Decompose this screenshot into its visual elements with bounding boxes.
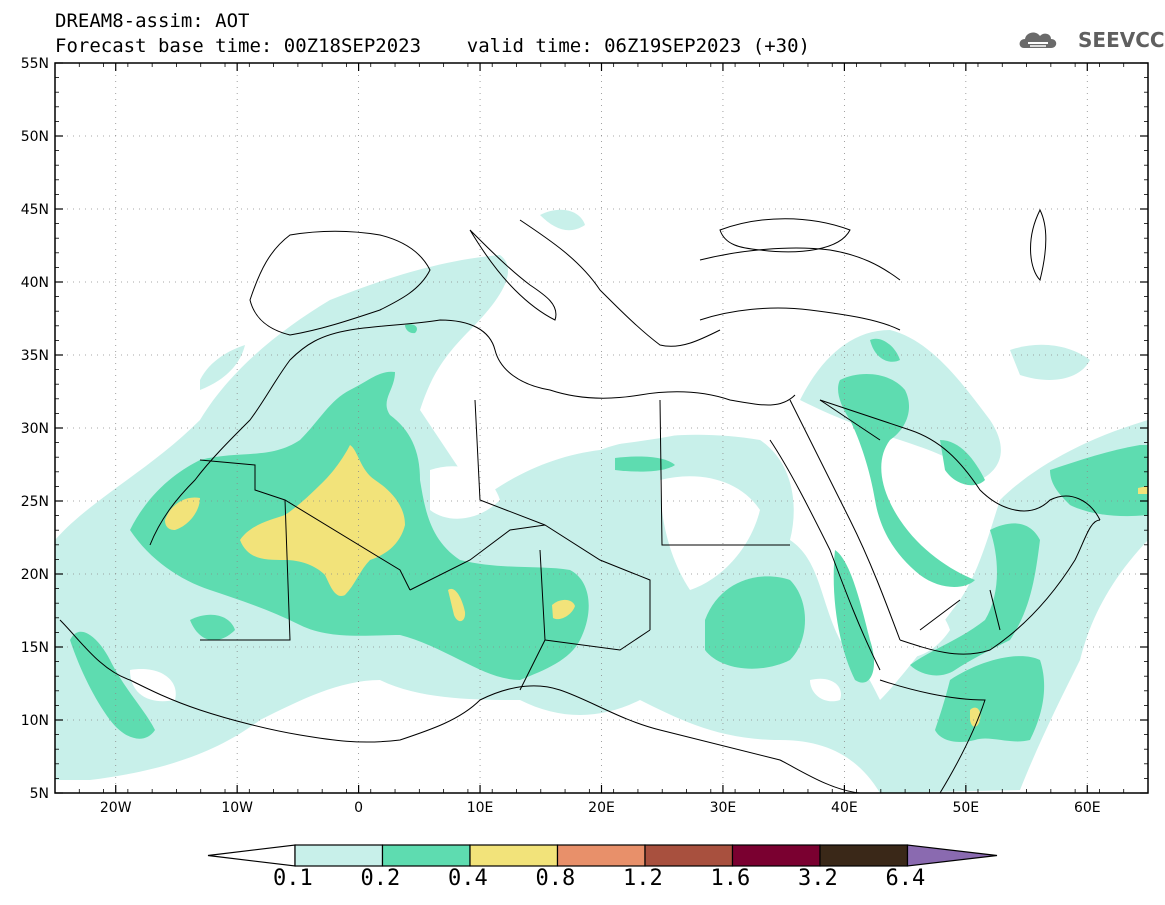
lat-lon-gridlines [55,63,1148,793]
colorbar-box [381,844,471,867]
lat-tick-label: 10N [21,713,49,729]
aot-colorbar [207,844,998,867]
colorbar-box [469,844,559,867]
colorbar-level-label: 1.6 [710,866,751,891]
lat-tick-label: 25N [21,494,49,510]
longitude-axis: 20W 10W 0 10E 20E 30E 40E 50E 60E [54,63,1149,816]
lat-tick-label: 40N [21,275,49,291]
seevccc-logo-text: SEEVCCC [1078,28,1165,52]
colorbar-level-label: 3.2 [798,866,838,891]
cloud-logo-icon [1019,32,1057,48]
lat-tick-label: 15N [21,640,49,656]
colorbar-level-label: 6.4 [885,866,926,891]
lat-tick-label: 55N [21,56,49,72]
lon-tick-label: 20W [100,800,132,816]
lon-tick-label: 10E [467,800,494,816]
colorbar-high-triangle [906,844,998,867]
colorbar-box [556,844,646,867]
colorbar-box [819,844,909,867]
lon-tick-label: 0 [354,800,363,816]
colorbar-level-label: 0.4 [448,866,488,891]
forecast-time-line: Forecast base time: 00Z18SEP2023 valid t… [55,35,810,57]
colorbar-box [644,844,734,867]
colorbar-level-label: 0.8 [535,866,576,891]
lat-tick-label: 45N [21,202,49,218]
map-title: DREAM8-assim: AOT [55,10,250,32]
lon-tick-label: 60E [1074,800,1101,816]
colorbar-level-label: 0.2 [360,866,401,891]
colorbar-level-label: 0.1 [273,866,313,891]
lat-tick-label: 20N [21,567,49,583]
lon-tick-label: 10W [221,800,253,816]
colorbar-box [294,844,384,867]
lat-tick-label: 35N [21,348,49,364]
lon-tick-label: 30E [710,800,737,816]
colorbar-box [731,844,821,867]
colorbar-low-triangle [207,844,296,867]
colorbar-level-label: 1.2 [623,866,663,891]
lat-tick-label: 5N [30,786,49,802]
lon-tick-label: 40E [831,800,858,816]
lat-tick-label: 50N [21,129,49,145]
aot-shading [55,209,1148,793]
lat-tick-label: 30N [21,421,49,437]
lon-tick-label: 50E [952,800,979,816]
lon-tick-label: 20E [588,800,615,816]
coastlines-and-borders [59,208,1101,793]
latitude-axis: 55N 50N 45N 40N 35N 30N 25N 20N 15N 10N 5N [21,56,1148,802]
